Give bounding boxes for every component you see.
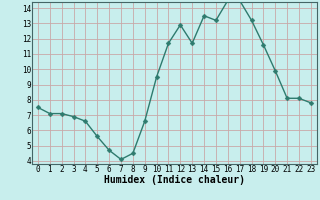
X-axis label: Humidex (Indice chaleur): Humidex (Indice chaleur) [104,175,245,185]
